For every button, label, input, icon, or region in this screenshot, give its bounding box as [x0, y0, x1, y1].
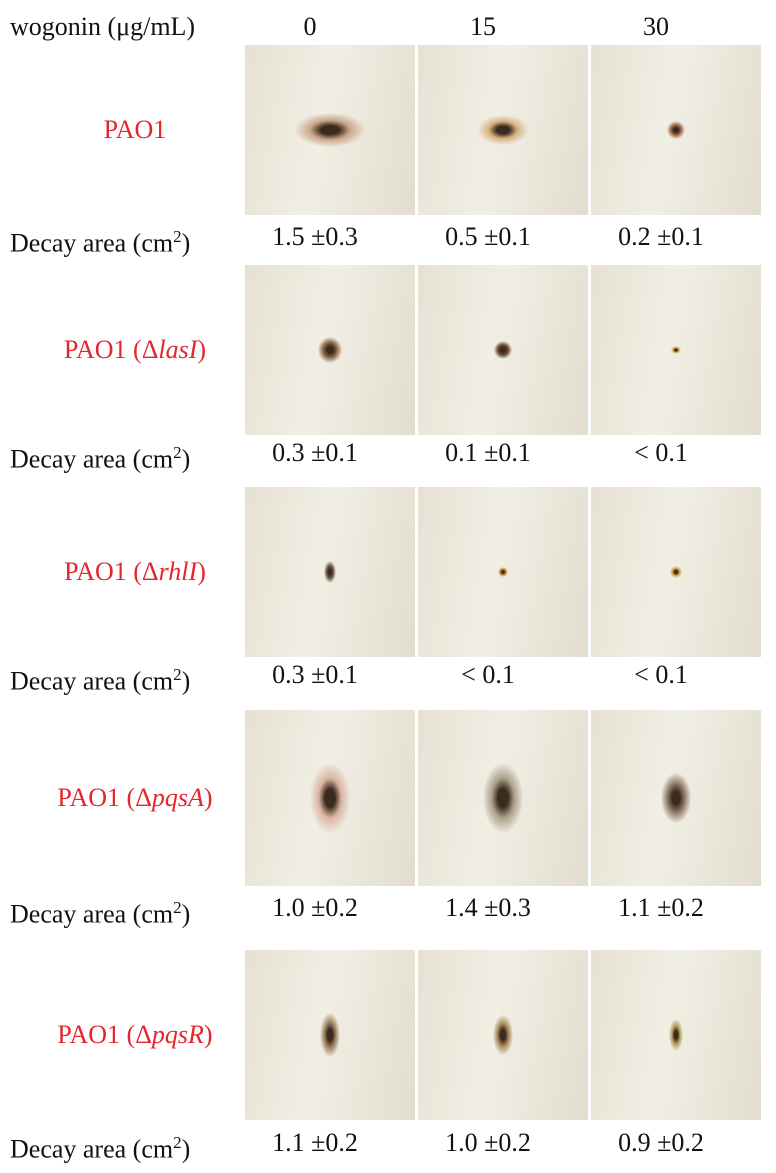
- decay-value: 0.3 ±0.1: [272, 660, 358, 689]
- lesion: [318, 337, 342, 363]
- strain-name: PAO1: [103, 115, 167, 144]
- decay-value: 1.1 ±0.2: [272, 1128, 358, 1157]
- lesion: [498, 567, 508, 577]
- decay-text: Decay area (cm: [10, 666, 174, 696]
- decay-label: Decay area (cm2): [10, 438, 190, 475]
- decay-superscript: 2: [173, 898, 182, 917]
- decay-value: 1.5 ±0.3: [272, 222, 358, 251]
- decay-label: Decay area (cm2): [10, 660, 190, 697]
- decay-value: 1.0 ±0.2: [445, 1128, 531, 1157]
- strain-suffix: ): [197, 557, 206, 586]
- decay-close: ): [181, 899, 191, 929]
- lesion: [670, 566, 682, 578]
- gene-name: pqsR: [151, 1020, 204, 1049]
- photo: [245, 950, 415, 1120]
- photo: [245, 265, 415, 435]
- strain-suffix: ): [197, 335, 207, 364]
- decay-text: Decay area (cm: [10, 228, 174, 258]
- strain-label: PAO1 (ΔrhlI): [64, 557, 206, 587]
- decay-value: 1.0 ±0.2: [272, 893, 358, 922]
- photo: [418, 265, 588, 435]
- decay-label: Decay area (cm2): [10, 222, 190, 259]
- decay-text: Decay area (cm: [10, 899, 174, 929]
- lesion: [493, 1015, 513, 1055]
- column-label: 0: [303, 12, 317, 41]
- photo: [591, 710, 761, 886]
- strain-suffix: ): [203, 1020, 213, 1049]
- strain-name: PAO1 (Δ: [57, 1020, 152, 1049]
- strain-name: PAO1 (Δ: [57, 783, 152, 812]
- decay-label: Decay area (cm2): [10, 1128, 190, 1165]
- lesion: [669, 1019, 683, 1051]
- photo: [418, 950, 588, 1120]
- photo: [591, 487, 761, 657]
- gene-name: lasI: [158, 335, 198, 364]
- decay-text: Decay area (cm: [10, 1134, 174, 1164]
- lesion: [324, 561, 336, 583]
- photo: [591, 265, 761, 435]
- decay-value: < 0.1: [634, 438, 688, 467]
- lesion: [661, 773, 691, 823]
- decay-value: 0.9 ±0.2: [618, 1128, 704, 1157]
- photo: [418, 710, 588, 886]
- decay-superscript: 2: [173, 1133, 182, 1152]
- strain-label: PAO1 (ΔlasI): [64, 335, 206, 365]
- column-label: 30: [643, 12, 669, 41]
- strain-name: PAO1 (Δ: [63, 335, 159, 364]
- strain-name: PAO1 (Δ: [64, 557, 159, 586]
- lesion: [478, 115, 528, 145]
- strain-label: PAO1 (ΔpqsA): [57, 783, 212, 813]
- decay-close: ): [181, 1134, 191, 1164]
- decay-close: ): [181, 228, 191, 258]
- lesion: [310, 763, 350, 833]
- gene-name: rhlI: [158, 557, 198, 586]
- decay-value: 0.2 ±0.1: [618, 222, 704, 251]
- photo: [591, 45, 761, 215]
- decay-value: 0.1 ±0.1: [445, 438, 531, 467]
- decay-value: 0.3 ±0.1: [272, 438, 358, 467]
- decay-text: Decay area (cm: [10, 444, 174, 474]
- photo: [418, 45, 588, 215]
- decay-superscript: 2: [173, 227, 182, 246]
- lesion: [494, 341, 512, 359]
- decay-close: ): [181, 666, 191, 696]
- strain-suffix: ): [203, 783, 213, 812]
- lesion: [295, 113, 365, 147]
- photo: [245, 45, 415, 215]
- photo: [245, 710, 415, 886]
- gene-name: pqsA: [151, 783, 204, 812]
- photo: [591, 950, 761, 1120]
- column-label: 15: [470, 12, 496, 41]
- decay-superscript: 2: [173, 665, 182, 684]
- decay-label: Decay area (cm2): [10, 893, 190, 930]
- decay-value: 1.1 ±0.2: [618, 893, 704, 922]
- decay-value: < 0.1: [461, 660, 515, 689]
- decay-superscript: 2: [173, 443, 182, 462]
- lesion: [667, 121, 685, 139]
- header-label: wogonin (μg/mL): [10, 12, 196, 41]
- lesion: [483, 763, 523, 833]
- strain-label: PAO1 (ΔpqsR): [57, 1020, 212, 1050]
- strain-label: PAO1: [104, 115, 167, 145]
- lesion: [320, 1013, 340, 1057]
- decay-value: 0.5 ±0.1: [445, 222, 531, 251]
- photo: [245, 487, 415, 657]
- photo: [418, 487, 588, 657]
- decay-value: 1.4 ±0.3: [445, 893, 531, 922]
- decay-value: < 0.1: [634, 660, 688, 689]
- decay-close: ): [181, 444, 191, 474]
- lesion: [671, 346, 681, 354]
